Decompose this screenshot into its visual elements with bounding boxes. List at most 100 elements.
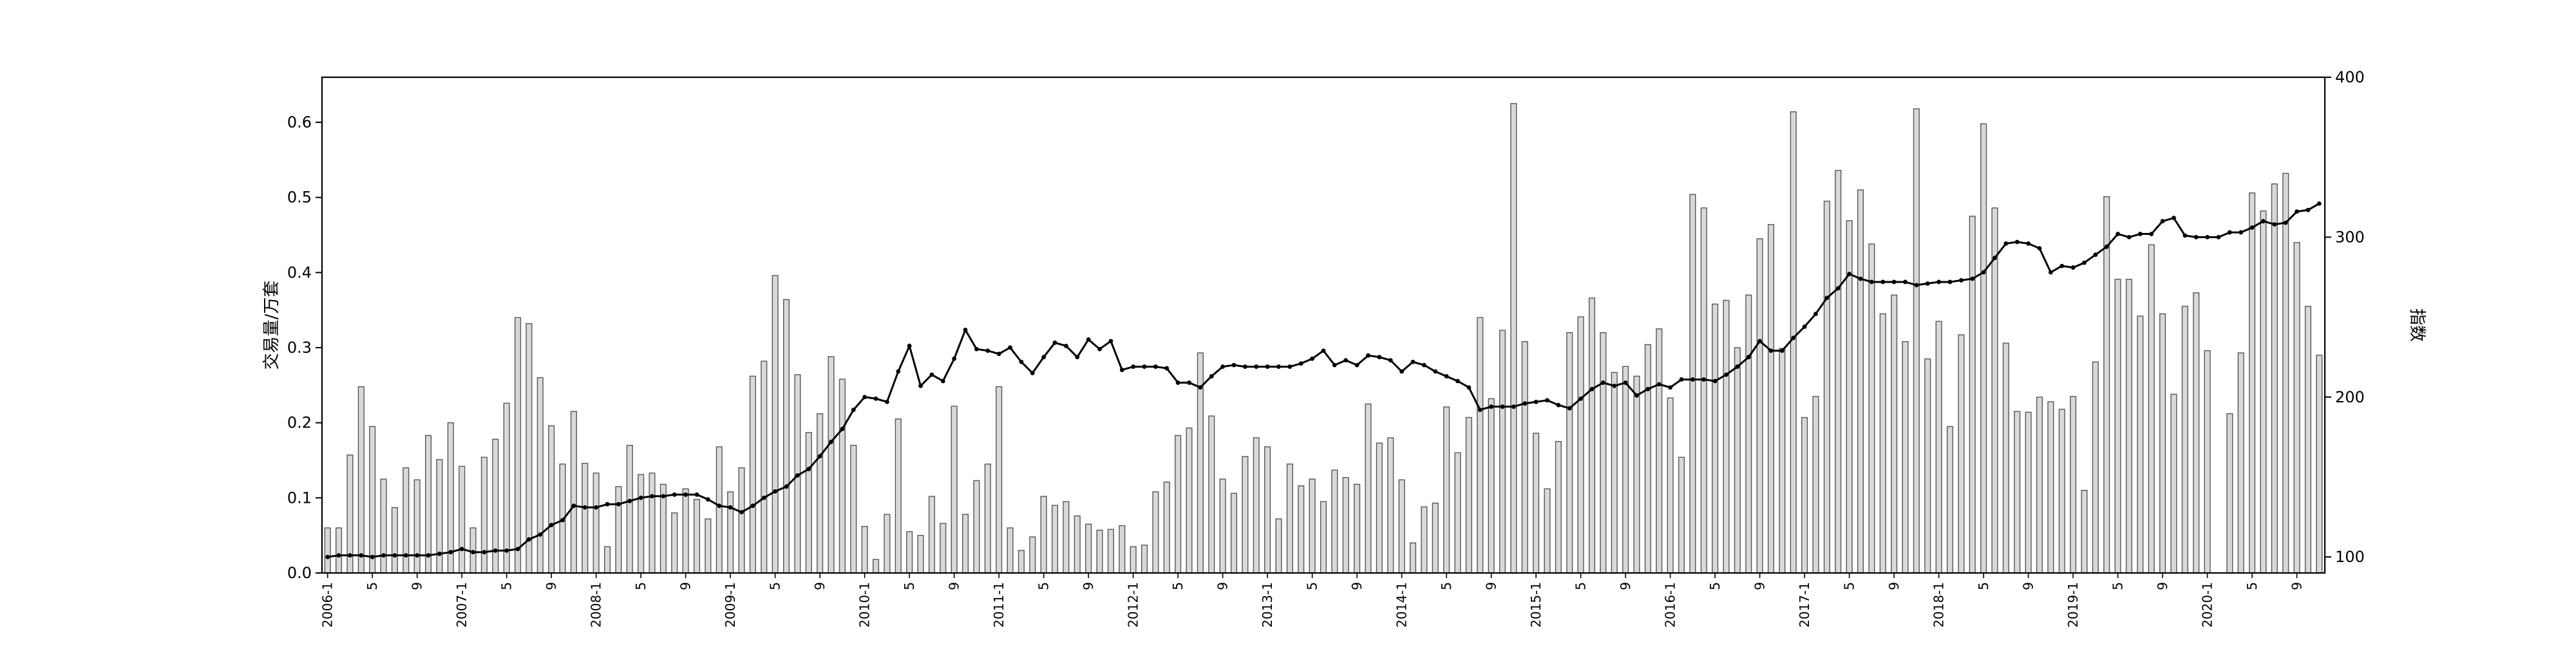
volume-bar — [1152, 491, 1159, 574]
index-point — [2070, 265, 2076, 270]
x-tick-label: 5 — [1439, 582, 1454, 590]
index-point — [1779, 348, 1785, 353]
volume-bar — [526, 323, 533, 574]
index-point — [448, 550, 453, 555]
volume-bar — [805, 432, 812, 574]
index-point — [1533, 399, 1539, 404]
y-right-tick-label: 400 — [2335, 68, 2365, 86]
index-point — [1489, 404, 1494, 409]
volume-bar — [1734, 347, 1741, 574]
index-point — [862, 395, 867, 400]
index-point — [2003, 241, 2009, 246]
x-tick-label: 5 — [2244, 582, 2260, 590]
volume-bar — [413, 479, 421, 574]
x-tick-label: 5 — [2110, 582, 2126, 590]
index-point — [1903, 279, 1908, 285]
volume-bar — [2137, 315, 2144, 574]
volume-bar — [1286, 464, 1293, 574]
index-point — [1880, 279, 1886, 285]
volume-bar — [1969, 216, 1976, 574]
x-tick-label: 2015-1 — [1528, 582, 1544, 628]
index-point — [2116, 232, 2120, 236]
x-tick-label: 2014-1 — [1394, 582, 1410, 628]
volume-bar — [1510, 103, 1517, 574]
y-left-tick-label: 0.3 — [287, 339, 312, 357]
volume-bar — [1767, 223, 1775, 574]
index-point — [1768, 348, 1774, 353]
volume-bar — [1331, 469, 1338, 574]
volume-bar — [1633, 375, 1640, 574]
x-tick-label: 5 — [365, 582, 380, 590]
index-point — [515, 547, 520, 552]
index-point — [2227, 230, 2232, 235]
y-left-tick-label: 0.2 — [287, 414, 312, 432]
index-point — [1097, 346, 1102, 352]
index-point — [1802, 324, 1807, 329]
x-tick-label: 5 — [1305, 582, 1320, 590]
axes: 0.0 0.1 0.2 0.3 0.4 0.5 0.6 100 200 300 400 2006-1 5… — [287, 68, 2365, 628]
volume-bar — [1644, 344, 1651, 574]
volume-bar — [336, 527, 343, 574]
index-point — [1701, 377, 1707, 382]
index-point — [1914, 283, 1919, 288]
volume-bar — [738, 467, 745, 574]
x-tick-label: 2009-1 — [723, 582, 738, 628]
index-point — [1119, 368, 1124, 372]
index-point — [459, 547, 464, 552]
index-point — [1947, 279, 1953, 285]
volume-bar — [615, 486, 622, 574]
index-point — [1421, 362, 1426, 368]
volume-bar — [1219, 478, 1226, 574]
index-point — [985, 348, 990, 353]
volume-bar — [2282, 173, 2289, 574]
index-point — [784, 484, 789, 489]
index-point — [1108, 339, 1113, 344]
volume-bar — [1879, 313, 1886, 574]
x-tick-label: 9 — [1752, 582, 1768, 590]
index-point — [616, 502, 621, 507]
index-point — [1589, 386, 1595, 391]
volume-bar — [895, 418, 902, 574]
volume-bar — [1409, 542, 1417, 574]
volume-bar — [961, 514, 969, 574]
index-point — [1858, 276, 1863, 281]
volume-bar — [2058, 408, 2065, 574]
volume-bar — [1745, 294, 1752, 574]
volume-bar — [1141, 545, 1148, 574]
y-axis-right-title: 指数 — [2407, 308, 2427, 342]
volume-bar — [1566, 332, 1573, 574]
index-point — [795, 473, 800, 478]
volume-bar — [1275, 518, 1282, 574]
x-tick-label: 2013-1 — [1260, 582, 1275, 628]
volume-bar — [2114, 279, 2121, 574]
x-tick-label: 9 — [1081, 582, 1096, 590]
index-point — [1567, 406, 1572, 411]
index-point — [2126, 234, 2132, 239]
index-point — [1086, 337, 1091, 342]
index-point — [1220, 364, 1226, 369]
x-tick-label: 5 — [1170, 582, 1186, 590]
volume-bar — [749, 375, 756, 574]
index-point — [2239, 230, 2244, 235]
index-point — [650, 494, 654, 499]
volume-bar — [503, 402, 510, 574]
volume-bar — [1555, 441, 1562, 574]
volume-bar — [906, 531, 913, 574]
index-point — [1735, 364, 1740, 369]
index-point — [2137, 232, 2143, 236]
index-point — [728, 505, 733, 510]
index-point — [549, 523, 554, 527]
index-point — [2026, 241, 2031, 246]
volume-bar — [536, 377, 544, 574]
index-point — [1052, 340, 1057, 345]
volume-bar — [1264, 446, 1271, 574]
x-tick-label: 9 — [812, 582, 828, 590]
volume-bar — [772, 275, 779, 574]
index-point — [672, 492, 677, 497]
index-point — [571, 503, 576, 509]
volume-bar — [1991, 207, 1998, 574]
volume-bar — [1689, 194, 1696, 574]
volume-bar — [1588, 297, 1596, 574]
index-point — [706, 497, 710, 502]
